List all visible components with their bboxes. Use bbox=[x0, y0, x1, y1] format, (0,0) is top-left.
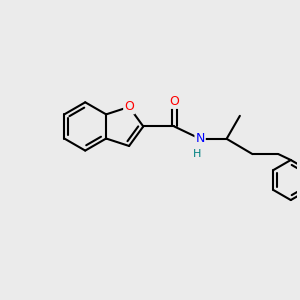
Text: O: O bbox=[124, 100, 134, 113]
Text: O: O bbox=[169, 95, 179, 108]
Text: N: N bbox=[195, 132, 205, 145]
Text: H: H bbox=[192, 149, 201, 159]
